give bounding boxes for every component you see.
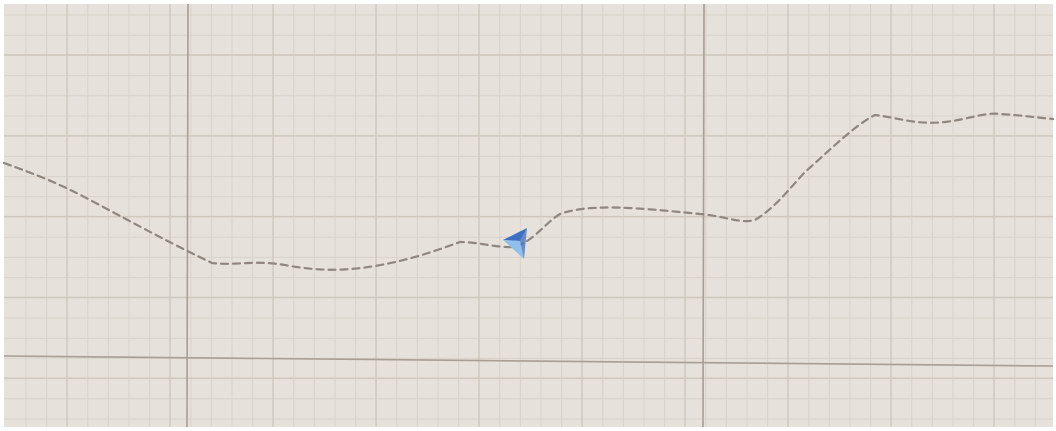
dashed-trace-line: [2, 112, 1055, 271]
arrowhead-light-facet: [503, 240, 524, 259]
coarse-grid-lines: [4, 4, 1053, 427]
major-vertical-line-left: [186, 3, 189, 428]
arrowhead-dark-facet: [503, 228, 527, 241]
paper-background: [4, 4, 1053, 427]
arrowhead-mid-facet: [520, 228, 527, 259]
major-horizontal-line: [3, 355, 1054, 367]
major-grid-lines: [3, 3, 1054, 428]
major-vertical-line-right: [702, 3, 705, 428]
blue-arrowhead-icon: [503, 228, 527, 259]
